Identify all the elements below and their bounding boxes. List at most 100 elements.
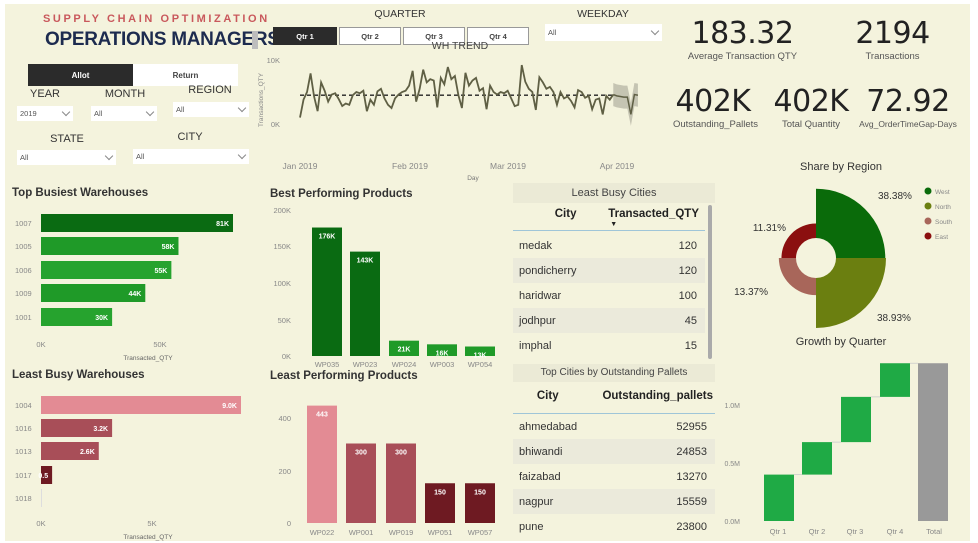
cell-value: 24853 — [676, 445, 707, 458]
quarter-qtr2-button[interactable]: Qtr 2 — [339, 27, 401, 45]
y-tick-label: 0K — [271, 120, 280, 129]
slice-label: 11.31% — [753, 223, 786, 234]
category-label: 1001 — [15, 313, 32, 322]
table-row[interactable]: ahmedabad 52955 — [513, 414, 715, 439]
table-row[interactable]: imphal 15 — [513, 333, 705, 358]
data-label: 21K — [398, 347, 411, 354]
x-tick-label: 5K — [147, 519, 156, 528]
category-label: Qtr 3 — [847, 527, 864, 536]
kpi-label: Outstanding_Pallets — [673, 119, 759, 130]
data-label: 176K — [319, 234, 336, 241]
quarter-label: QUARTER — [374, 8, 426, 20]
region-label: REGION — [188, 84, 232, 96]
table-row[interactable]: bhiwandi 24853 — [513, 439, 715, 464]
city-dropdown[interactable]: All — [133, 149, 249, 164]
slice-label: 38.38% — [878, 191, 912, 202]
year-dropdown[interactable]: 2019 — [17, 106, 73, 121]
table-header: City Transacted_QTY ▼ — [513, 203, 705, 231]
cell-value: 120 — [678, 239, 697, 252]
column-header-city[interactable]: City — [554, 208, 577, 220]
kpi-outstanding-pallets: 402K Outstanding_Pallets — [673, 84, 759, 130]
table-row[interactable]: medak 120 — [513, 233, 705, 258]
data-label: 30K — [95, 315, 108, 322]
bar — [465, 346, 495, 356]
data-label: 55K — [155, 268, 168, 275]
y-tick-label: 200 — [278, 467, 291, 476]
toggle-return[interactable]: Return — [133, 64, 238, 86]
column-header-city[interactable]: City — [536, 390, 559, 402]
kpi-value: 402K — [773, 84, 849, 119]
city-value: All — [136, 152, 145, 161]
chart-title: Growth by Quarter — [796, 336, 887, 348]
category-label: WP001 — [349, 528, 374, 537]
waterfall-bar — [841, 396, 871, 443]
table-body: ahmedabad 52955 bhiwandi 24853 faizabad 13270… — [513, 414, 715, 539]
category-label: WP054 — [468, 360, 493, 369]
toggle-allot[interactable]: Allot — [28, 64, 133, 86]
y-tick-label: 0.5M — [724, 461, 740, 468]
bar — [41, 489, 42, 507]
table-header: City Outstanding_pallets — [513, 382, 715, 414]
bar — [312, 227, 342, 356]
column-header-transacted-qty[interactable]: Transacted_QTY ▼ — [608, 208, 705, 228]
table-row[interactable]: pune 23800 — [513, 514, 715, 539]
data-label: 81K — [216, 221, 229, 228]
bar — [346, 443, 376, 523]
quarter-qtr1-button[interactable]: Qtr 1 — [273, 27, 337, 45]
cell-city: faizabad — [519, 470, 561, 483]
region-dropdown[interactable]: All — [173, 102, 249, 117]
bar — [41, 466, 53, 484]
month-dropdown[interactable]: All — [91, 106, 157, 121]
cell-city: nagpur — [519, 495, 554, 508]
x-tick-label: Feb 2019 — [392, 161, 428, 171]
data-label: 143K — [357, 258, 374, 265]
legend-marker — [924, 217, 932, 225]
state-dropdown[interactable]: All — [17, 150, 116, 165]
weekday-dropdown[interactable]: All — [545, 24, 662, 41]
x-tick-label: Mar 2019 — [490, 161, 526, 171]
slice-label: 38.93% — [877, 313, 911, 324]
bar — [41, 419, 113, 437]
category-label: 1007 — [15, 219, 32, 228]
bar — [41, 261, 172, 279]
table-row[interactable]: faizabad 13270 — [513, 464, 715, 489]
data-label: 150 — [474, 489, 486, 496]
table-row[interactable]: haridwar 100 — [513, 283, 705, 308]
dashboard-title: OPERATIONS MANAGERS — [45, 29, 280, 50]
chart-title: Least Busy Warehouses — [12, 369, 145, 381]
sort-desc-icon: ▼ — [610, 221, 618, 228]
table-row[interactable]: pondicherry 120 — [513, 258, 705, 283]
quarter-qtr3-button[interactable]: Qtr 3 — [403, 27, 465, 45]
series-line — [299, 64, 615, 118]
category-label: 1006 — [15, 266, 32, 275]
dashboard-subtitle: SUPPLY CHAIN OPTIMIZATION — [43, 13, 270, 25]
category-label: 1009 — [15, 289, 32, 298]
legend-label: East — [935, 234, 948, 241]
kpi-transactions: 2194 Transactions — [835, 16, 950, 62]
category-label: WP019 — [389, 528, 414, 537]
cell-city: jodhpur — [519, 314, 556, 327]
x-axis-title: Transacted_QTY — [123, 355, 173, 362]
data-label: 3.2K — [93, 426, 108, 433]
kpi-value: 402K — [675, 84, 751, 119]
legend-marker — [924, 187, 932, 195]
column-header-outstanding-pallets[interactable]: Outstanding_pallets — [602, 390, 713, 402]
kpi-total-quantity: 402K Total Quantity — [771, 84, 851, 130]
category-label: 1004 — [15, 401, 32, 410]
cell-city: imphal — [519, 339, 552, 352]
table-row[interactable]: jodhpur 45 — [513, 308, 705, 333]
chart-title: Share by Region — [800, 161, 882, 173]
month-label: MONTH — [104, 88, 146, 100]
y-tick-label: 0.0M — [724, 519, 740, 526]
cell-value: 100 — [678, 289, 697, 302]
legend-label: South — [935, 219, 952, 226]
legend-label: North — [935, 204, 951, 211]
y-tick-label: 0K — [282, 352, 291, 361]
y-tick-label: 200K — [273, 206, 291, 215]
title-accent — [252, 31, 258, 49]
table-row[interactable]: nagpur 15559 — [513, 489, 715, 514]
quarter-qtr4-button[interactable]: Qtr 4 — [467, 27, 529, 45]
scrollbar[interactable] — [708, 205, 712, 359]
data-label: 0.5 — [38, 473, 48, 480]
